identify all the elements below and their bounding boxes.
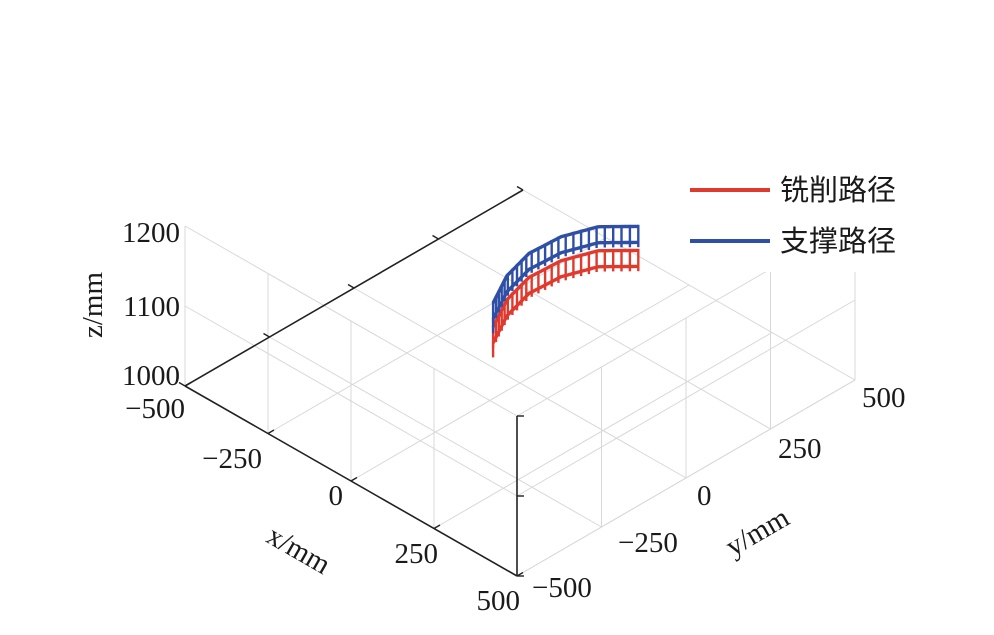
y-tick-label: 0 — [697, 480, 712, 512]
wall-grid-line — [184, 305, 518, 497]
floor-grid-line — [269, 336, 602, 528]
z-tick-label: 1200 — [122, 217, 180, 249]
axes-layer — [178, 185, 524, 577]
series-layer — [491, 224, 640, 358]
x-tick-mark — [350, 476, 358, 482]
floor-grid-line — [438, 238, 771, 430]
series-path — [491, 224, 640, 334]
y-tick-label: −500 — [532, 572, 592, 604]
x-tick-label: 250 — [395, 538, 439, 570]
floor-grid-line — [353, 287, 687, 479]
x-tick-mark — [267, 429, 275, 435]
x-axis-label: x/mm — [261, 519, 336, 581]
legend-label-support: 支撑路径 — [780, 224, 896, 258]
legend-background — [678, 160, 938, 272]
legend-label-milling: 铣削路径 — [780, 173, 896, 207]
y-tick-mark — [432, 234, 439, 240]
wall-grid-line — [516, 379, 856, 577]
x-tick-mark — [184, 381, 192, 387]
y-tick-mark — [263, 332, 270, 338]
floor-grid-line — [522, 189, 856, 381]
x-tick-label: 0 — [329, 480, 344, 512]
y-tick-mark — [516, 185, 524, 191]
z-tick-label: 1100 — [123, 291, 180, 323]
x-tick-mark — [433, 524, 441, 530]
y-tick-label: −250 — [618, 527, 678, 559]
x-tick-label: −500 — [125, 393, 185, 425]
y-tick-mark — [347, 283, 355, 289]
x-tick-label: 500 — [477, 585, 521, 617]
wall-grid-line — [516, 299, 856, 497]
legend: 铣削路径 支撑路径 — [678, 160, 938, 272]
y-tick-mark — [178, 381, 186, 387]
y-axis-label: y/mm — [720, 501, 795, 563]
z-axis-label: z/mm — [77, 272, 109, 338]
z-tick-label: 1000 — [122, 360, 180, 392]
y-tick-label: 250 — [778, 433, 822, 465]
wall-grid-line — [184, 225, 518, 417]
x-tick-label: −250 — [202, 443, 262, 475]
y-tick-label: 500 — [862, 382, 906, 414]
